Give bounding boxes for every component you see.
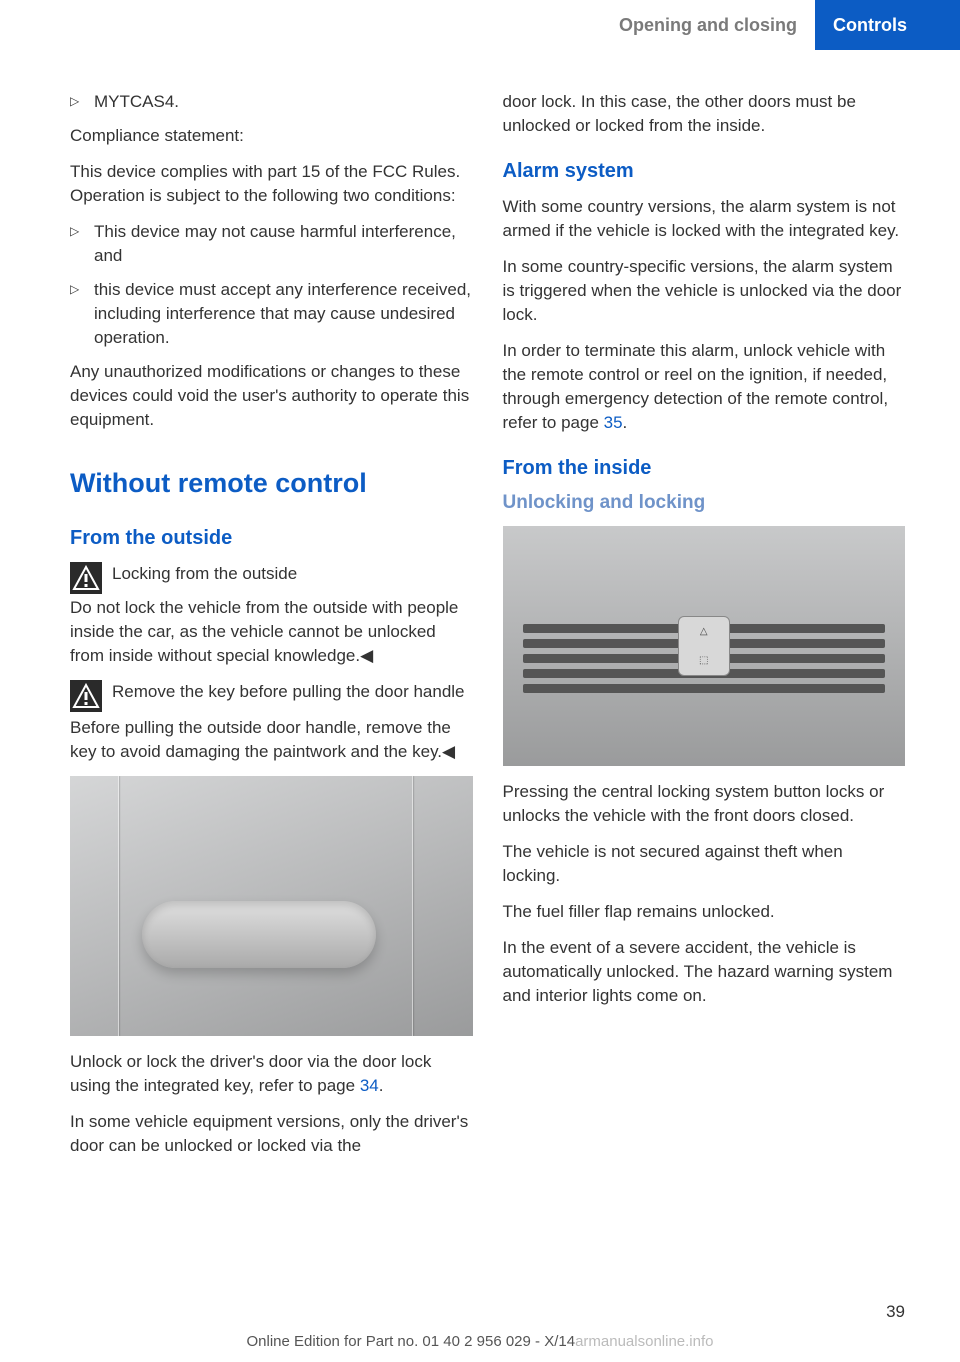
alarm-text-3: In order to terminate this alarm, unlock…: [503, 339, 906, 435]
text-part: .: [623, 413, 628, 432]
heading-without-remote: Without remote control: [70, 468, 473, 499]
heading-from-inside: From the inside: [503, 457, 906, 480]
alarm-text-2: In some country-specific versions, the a…: [503, 255, 906, 327]
door-handle-image: [70, 776, 473, 1036]
compliance-label: Compliance statement:: [70, 124, 473, 148]
secure-text: The vehicle is not secured against theft…: [503, 840, 906, 888]
list-item: ▷ MYTCAS4.: [70, 90, 473, 114]
page-link-34[interactable]: 34: [360, 1076, 379, 1095]
continuation-text: door lock. In this case, the other doors…: [503, 90, 906, 138]
edition-text: Online Edition for Part no. 01 40 2 956 …: [247, 1333, 576, 1350]
warning-triangle-icon: [70, 680, 102, 712]
list-item: ▷ This device may not cause harmful inte…: [70, 220, 473, 268]
warning-remove-key: Remove the key before pulling the door h…: [70, 680, 473, 712]
equipment-text: In some vehicle equipment versions, only…: [70, 1110, 473, 1158]
fuel-text: The fuel filler flap remains unlocked.: [503, 900, 906, 924]
central-lock-button-illustration: △ ⬚: [678, 616, 730, 676]
watermark-text: armanualsonline.info: [575, 1333, 713, 1350]
heading-from-outside: From the outside: [70, 527, 473, 550]
bullet-icon: ▷: [70, 278, 94, 300]
page-link-35[interactable]: 35: [604, 413, 623, 432]
warning-body: Before pulling the outside door handle, …: [70, 716, 473, 764]
bullet-icon: ▷: [70, 220, 94, 242]
hazard-icon: △: [700, 626, 708, 637]
press-text: Pressing the central locking system butt…: [503, 780, 906, 828]
header-chapter: Controls: [815, 0, 960, 50]
unlock-lock-text: Unlock or lock the driver's door via the…: [70, 1050, 473, 1098]
dashboard-image: △ ⬚: [503, 526, 906, 766]
page-number: 39: [886, 1302, 905, 1322]
header-section: Opening and closing: [601, 0, 815, 50]
unauthorized-text: Any unauthorized modifications or change…: [70, 360, 473, 432]
heading-unlocking-locking: Unlocking and locking: [503, 492, 906, 514]
warning-triangle-icon: [70, 562, 102, 594]
warning-title: Remove the key before pulling the door h…: [112, 680, 473, 704]
left-column: ▷ MYTCAS4. Compliance statement: This de…: [70, 90, 473, 1170]
bullet-text: MYTCAS4.: [94, 90, 473, 114]
warning-title: Locking from the outside: [112, 562, 473, 586]
lock-icon: ⬚: [699, 655, 708, 666]
bullet-icon: ▷: [70, 90, 94, 112]
text-part: .: [379, 1076, 384, 1095]
heading-alarm-system: Alarm system: [503, 160, 906, 183]
page-content: ▷ MYTCAS4. Compliance statement: This de…: [0, 50, 960, 1170]
alarm-text-1: With some country versions, the alarm sy…: [503, 195, 906, 243]
page-header: Opening and closing Controls: [0, 0, 960, 50]
warning-lock-outside: Locking from the outside: [70, 562, 473, 594]
compliance-text: This device complies with part 15 of the…: [70, 160, 473, 208]
bullet-text: this device must accept any interference…: [94, 278, 473, 350]
right-column: door lock. In this case, the other doors…: [503, 90, 906, 1170]
warning-body: Do not lock the vehicle from the outside…: [70, 596, 473, 668]
text-part: In order to terminate this alarm, unlock…: [503, 341, 889, 432]
bullet-text: This device may not cause harmful inter­…: [94, 220, 473, 268]
list-item: ▷ this device must accept any interferen…: [70, 278, 473, 350]
accident-text: In the event of a severe accident, the v…: [503, 936, 906, 1008]
footer-edition: Online Edition for Part no. 01 40 2 956 …: [0, 1333, 960, 1350]
